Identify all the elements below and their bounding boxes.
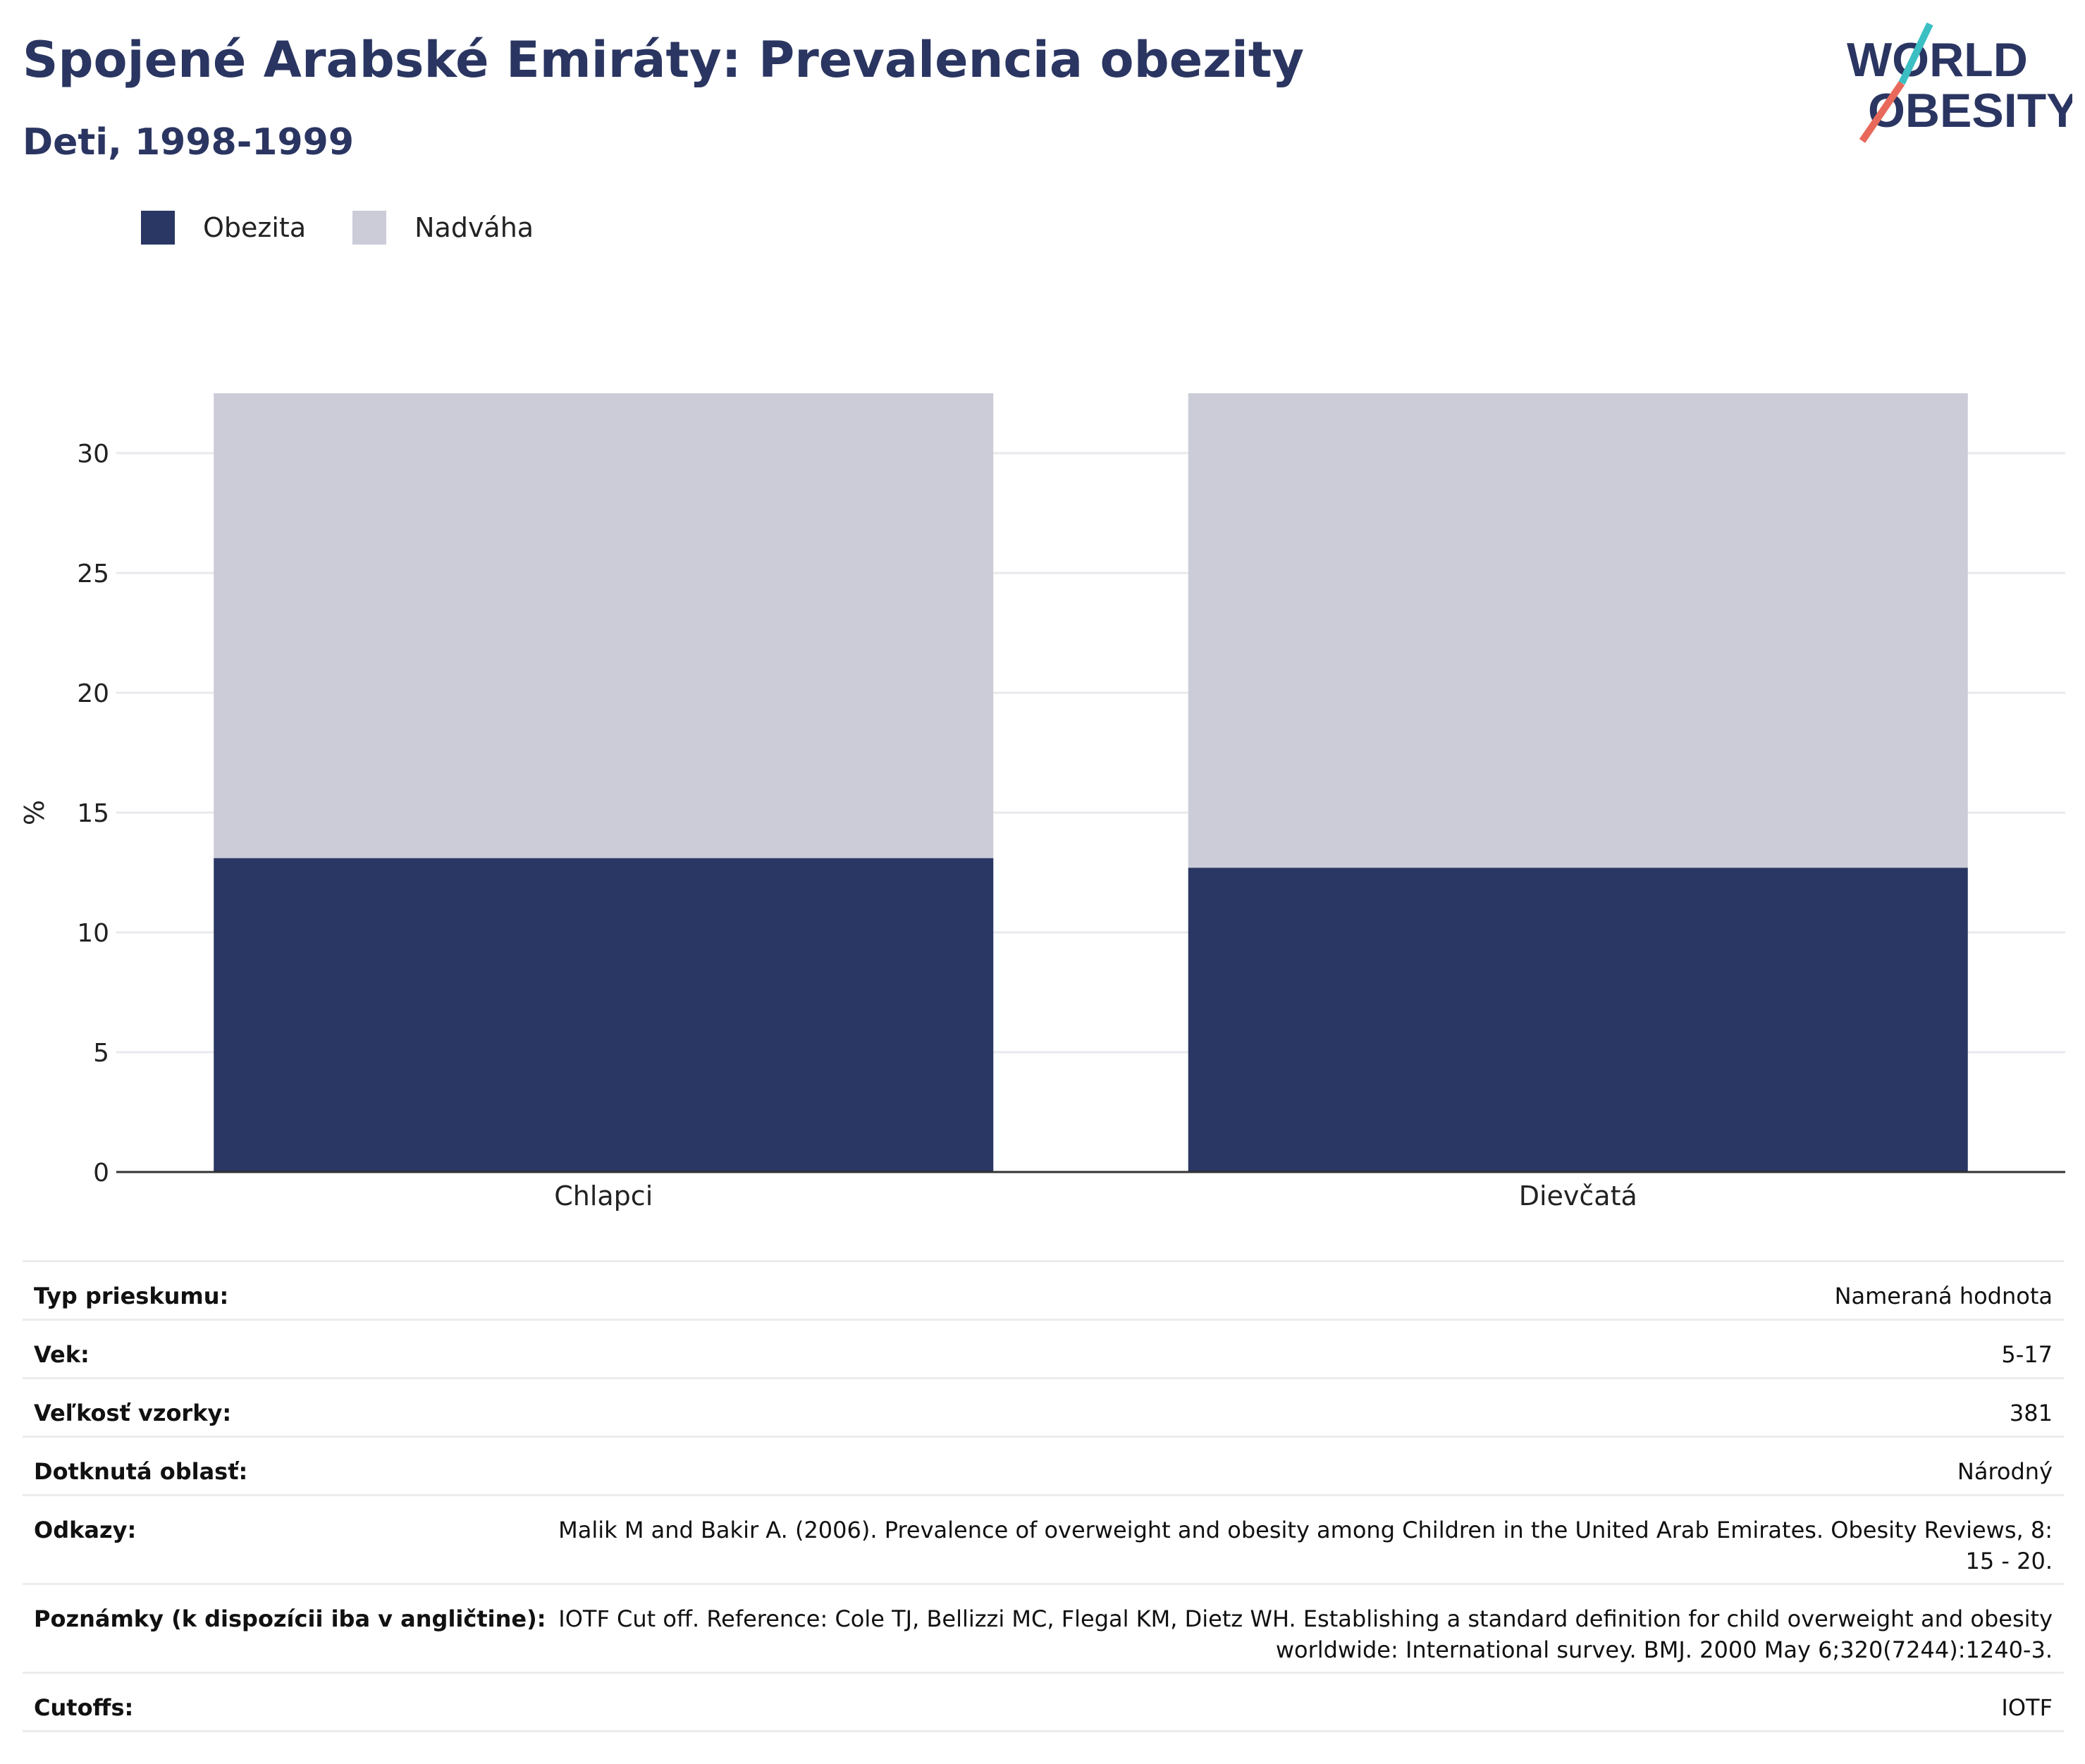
meta-value: IOTF Cut off. Reference: Cole TJ, Belliz… bbox=[558, 1605, 2053, 1663]
meta-row-sample-size: Veľkosť vzorky: 381 bbox=[23, 1379, 2064, 1438]
meta-row-notes: Poznámky (k dispozícii iba v angličtine)… bbox=[23, 1585, 2064, 1674]
legend-label-nadvaha: Nadváha bbox=[414, 212, 534, 243]
meta-value: IOTF bbox=[2001, 1694, 2053, 1721]
y-tick-label: 15 bbox=[77, 799, 109, 828]
legend-swatch-obezita bbox=[141, 211, 175, 245]
logo-slash-red bbox=[1859, 81, 1905, 143]
logo-line1: WORLD bbox=[1847, 33, 2028, 87]
legend-label-obezita: Obezita bbox=[203, 212, 307, 243]
x-tick-label: Dievčatá bbox=[1519, 1180, 1637, 1211]
meta-row-references: Odkazy: Malik M and Bakir A. (2006). Pre… bbox=[23, 1496, 2064, 1585]
meta-key: Typ prieskumu: bbox=[34, 1283, 229, 1309]
logo-slash-teal bbox=[1898, 22, 1933, 85]
chart-legend: Obezita Nadváha bbox=[141, 210, 580, 245]
meta-key: Vek: bbox=[34, 1341, 90, 1368]
y-tick-label: 25 bbox=[77, 560, 109, 588]
y-tick-label: 10 bbox=[77, 919, 109, 948]
meta-row-cutoffs: Cutoffs: IOTF bbox=[23, 1674, 2064, 1732]
page-subtitle: Deti, 1998-1999 bbox=[23, 121, 355, 164]
bar-nadv-ha bbox=[1188, 393, 1968, 868]
survey-metadata-table: Typ prieskumu: Nameraná hodnota Vek: 5-1… bbox=[23, 1260, 2064, 1732]
meta-key: Odkazy: bbox=[34, 1517, 137, 1543]
bar-nadv-ha bbox=[214, 393, 994, 858]
y-tick-label: 20 bbox=[77, 679, 109, 708]
bar-obezita bbox=[1188, 868, 1968, 1172]
y-tick-label: 0 bbox=[93, 1159, 109, 1188]
legend-swatch-nadvaha bbox=[352, 211, 387, 245]
meta-key: Cutoffs: bbox=[34, 1694, 134, 1721]
y-tick-label: 30 bbox=[77, 440, 109, 469]
meta-value: Národný bbox=[1957, 1458, 2053, 1485]
meta-key: Veľkosť vzorky: bbox=[34, 1400, 232, 1426]
y-axis-label: % bbox=[19, 800, 50, 825]
y-tick-label: 5 bbox=[93, 1039, 109, 1068]
logo-line2: OBESITY bbox=[1868, 84, 2072, 137]
world-obesity-logo: WORLD OBESITY bbox=[1847, 21, 2079, 148]
meta-value: Malik M and Bakir A. (2006). Prevalence … bbox=[558, 1517, 2053, 1574]
meta-value: 5-17 bbox=[2001, 1341, 2053, 1368]
meta-key: Dotknutá oblasť: bbox=[34, 1458, 248, 1485]
chart-canvas: 0 5 10 15 20 25 30% Chlapci Dievčatá bbox=[19, 393, 2065, 1211]
page-title: Spojené Arabské Emiráty: Prevalencia obe… bbox=[23, 31, 1305, 89]
bar-obezita bbox=[214, 858, 994, 1172]
meta-row-area: Dotknutá oblasť: Národný bbox=[23, 1438, 2064, 1496]
x-tick-label: Chlapci bbox=[554, 1180, 653, 1211]
meta-row-survey-type: Typ prieskumu: Nameraná hodnota bbox=[23, 1262, 2064, 1321]
legend-item-obezita[interactable]: Obezita bbox=[141, 211, 306, 245]
stacked-bar-chart: 0 5 10 15 20 25 30% Chlapci Dievčatá bbox=[0, 338, 2085, 1226]
meta-value: Nameraná hodnota bbox=[1834, 1283, 2053, 1309]
meta-key: Poznámky (k dispozícii iba v angličtine)… bbox=[34, 1605, 546, 1632]
meta-row-age: Vek: 5-17 bbox=[23, 1321, 2064, 1379]
meta-value: 381 bbox=[2009, 1400, 2053, 1426]
legend-item-nadvaha[interactable]: Nadváha bbox=[352, 211, 534, 245]
